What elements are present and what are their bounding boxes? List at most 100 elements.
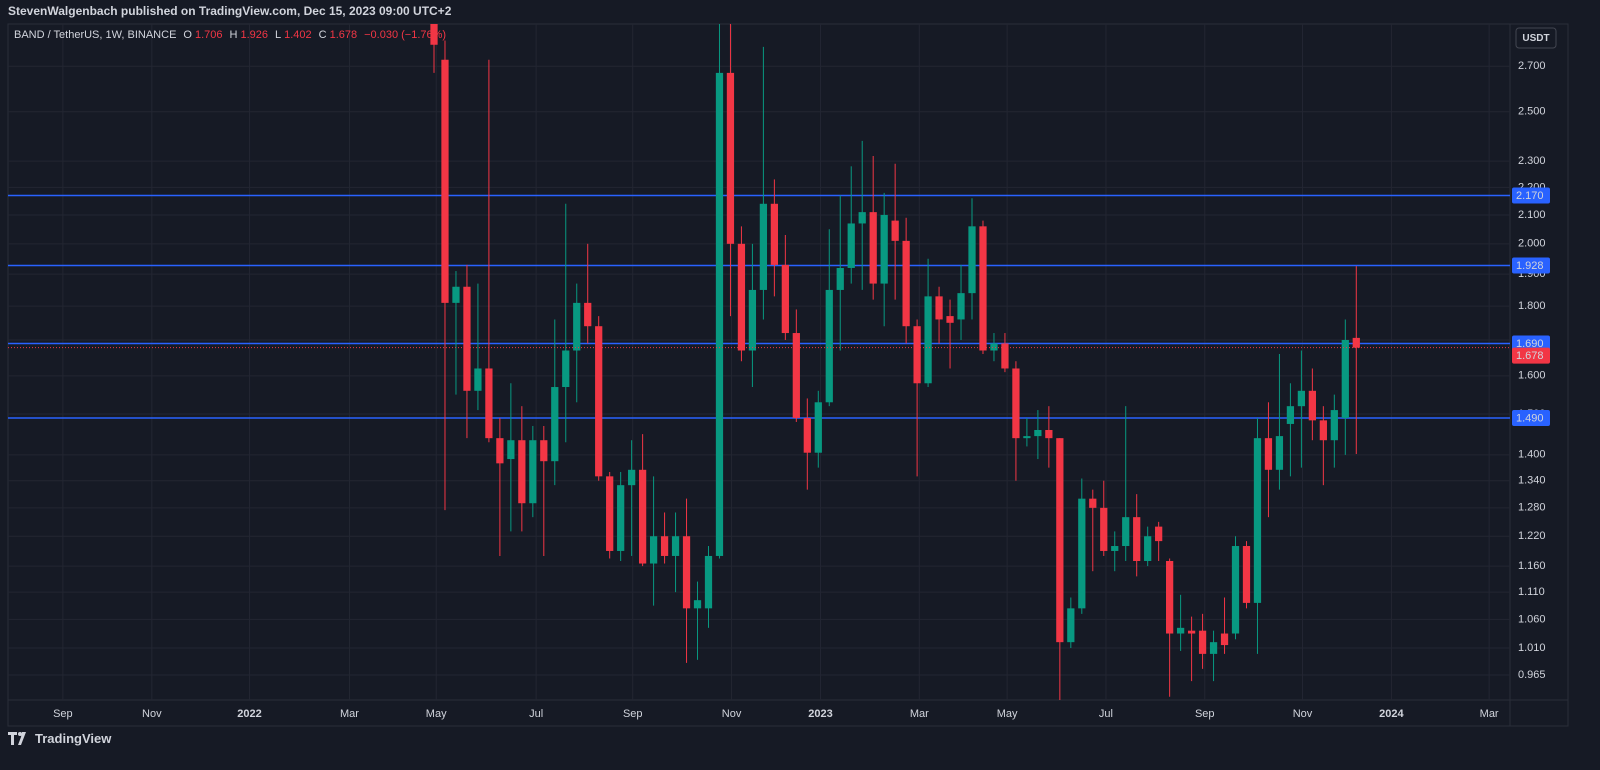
candle-body bbox=[660, 536, 669, 556]
candle-body bbox=[1155, 526, 1163, 542]
x-tick-label: 2022 bbox=[237, 708, 261, 720]
x-tick-label: 2023 bbox=[808, 708, 832, 720]
candle-body bbox=[496, 438, 504, 464]
candle-body bbox=[1012, 368, 1020, 439]
candle-body bbox=[507, 440, 515, 460]
candle-body bbox=[474, 368, 482, 391]
ohlc-value: 1.678 bbox=[329, 29, 358, 41]
x-tick-label: Jul bbox=[1099, 708, 1113, 720]
candle-body bbox=[858, 212, 866, 224]
footer: TradingView bbox=[8, 731, 111, 746]
candle-body bbox=[1111, 546, 1119, 551]
ohlc-key: L bbox=[274, 29, 282, 41]
candle-body bbox=[770, 203, 778, 265]
x-tick-label: Nov bbox=[1293, 708, 1313, 720]
candle-body bbox=[836, 267, 844, 290]
candle-body bbox=[1067, 608, 1075, 643]
candle-body bbox=[1001, 343, 1009, 369]
y-tick-label: 1.010 bbox=[1518, 642, 1546, 654]
candle-body bbox=[573, 302, 581, 351]
logo bbox=[8, 731, 26, 745]
candle-body bbox=[430, 24, 438, 45]
candle-body bbox=[628, 469, 636, 486]
candle-body bbox=[1056, 438, 1064, 643]
candle-body bbox=[946, 316, 954, 323]
x-tick-label: Sep bbox=[623, 708, 643, 720]
currency[interactable]: USDT bbox=[1522, 33, 1549, 44]
candle-body bbox=[781, 264, 789, 334]
candle-body bbox=[913, 326, 921, 384]
candle-body bbox=[693, 600, 702, 609]
y-tick-label: 2.000 bbox=[1518, 238, 1546, 250]
x-tick-label: Nov bbox=[722, 708, 742, 720]
y-tick-label: 1.160 bbox=[1518, 560, 1546, 572]
candle-body bbox=[1133, 517, 1141, 561]
currency-button[interactable] bbox=[1515, 27, 1557, 49]
candle-body bbox=[441, 59, 449, 303]
candle-body bbox=[1352, 337, 1360, 348]
change: −0.030 (−1.76%) bbox=[364, 29, 447, 41]
candle-body bbox=[748, 289, 757, 351]
candle-body bbox=[540, 440, 548, 462]
y-tick-label: 2.300 bbox=[1518, 155, 1546, 167]
price-label-box bbox=[1512, 187, 1550, 204]
candle-body bbox=[1242, 546, 1251, 603]
candle-body bbox=[1122, 517, 1130, 547]
candle-body bbox=[891, 220, 899, 241]
candle-body bbox=[638, 469, 647, 564]
ohlc-key: C bbox=[318, 29, 327, 41]
candle-body bbox=[1176, 627, 1185, 634]
candle-body bbox=[1078, 498, 1086, 609]
x-tick-label: Nov bbox=[142, 708, 162, 720]
candle-body bbox=[595, 326, 603, 477]
candle-body bbox=[1264, 438, 1273, 470]
y-tick-label: 2.100 bbox=[1518, 209, 1546, 221]
x-tick-label: Sep bbox=[1195, 708, 1215, 720]
candle-body bbox=[1198, 630, 1207, 654]
candle-body bbox=[979, 226, 987, 351]
y-tick-label: 1.110 bbox=[1518, 586, 1545, 598]
candle-body bbox=[847, 223, 855, 268]
candle-body bbox=[1089, 498, 1097, 508]
candle-body bbox=[1045, 429, 1053, 439]
x-tick-label: Sep bbox=[53, 708, 73, 720]
ohlc-key: H bbox=[229, 29, 238, 41]
candle-body bbox=[1034, 429, 1042, 437]
x-tick-label: Mar bbox=[340, 708, 359, 720]
candle-body bbox=[1144, 536, 1152, 561]
candle-body bbox=[902, 240, 910, 327]
y-tick-label: 1.800 bbox=[1518, 300, 1546, 312]
price-label-box bbox=[1512, 347, 1550, 364]
price-label-box bbox=[1512, 257, 1550, 274]
candle-body bbox=[935, 296, 943, 320]
candle-body bbox=[1308, 390, 1316, 421]
symbol-title: BAND / TetherUS, 1W, BINANCE bbox=[14, 29, 177, 41]
price-label: 1.690 bbox=[1516, 338, 1544, 350]
x-tick-label: May bbox=[426, 708, 447, 720]
y-tick-label: 1.220 bbox=[1518, 530, 1546, 542]
publish-info: StevenWalgenbach published on TradingVie… bbox=[8, 4, 452, 18]
candle-body bbox=[452, 286, 460, 303]
candle-body bbox=[869, 212, 877, 284]
candle-body bbox=[1297, 390, 1306, 407]
candle-body bbox=[518, 440, 526, 504]
frame bbox=[7, 23, 1569, 727]
candle-body bbox=[880, 214, 888, 284]
candle-body bbox=[1253, 438, 1262, 603]
x-tick-label: Mar bbox=[1480, 708, 1499, 720]
ohlc-value: 1.706 bbox=[194, 29, 223, 41]
candle-body bbox=[1220, 633, 1229, 646]
candle-body bbox=[1100, 507, 1108, 551]
candle-body bbox=[1023, 436, 1031, 439]
candle-body bbox=[584, 302, 592, 327]
candle-body bbox=[803, 417, 811, 453]
brand: TradingView bbox=[35, 731, 112, 746]
candle-body bbox=[529, 440, 537, 504]
price-label: 1.490 bbox=[1516, 412, 1544, 424]
candle-body bbox=[682, 536, 691, 609]
y-tick-label: 1.400 bbox=[1518, 449, 1546, 461]
price-label: 1.928 bbox=[1516, 260, 1544, 272]
y-tick-label: 1.600 bbox=[1518, 370, 1546, 382]
ohlc-key: O bbox=[183, 29, 192, 41]
